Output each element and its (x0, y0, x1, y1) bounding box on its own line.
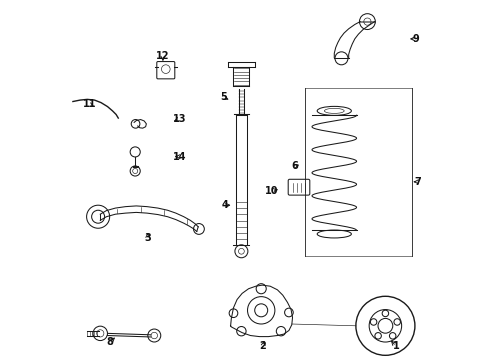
Text: 11: 11 (83, 99, 96, 109)
Text: 10: 10 (265, 186, 278, 196)
Text: 13: 13 (173, 114, 186, 124)
Text: 6: 6 (291, 161, 298, 171)
Text: 12: 12 (156, 51, 170, 61)
Text: 4: 4 (222, 200, 228, 210)
Text: 8: 8 (106, 337, 114, 347)
Text: 1: 1 (393, 341, 399, 351)
Text: 9: 9 (413, 34, 419, 44)
Text: 5: 5 (220, 92, 227, 102)
Text: 14: 14 (173, 152, 186, 162)
Text: 2: 2 (260, 341, 267, 351)
Text: 3: 3 (145, 233, 151, 243)
Text: 7: 7 (415, 177, 421, 187)
